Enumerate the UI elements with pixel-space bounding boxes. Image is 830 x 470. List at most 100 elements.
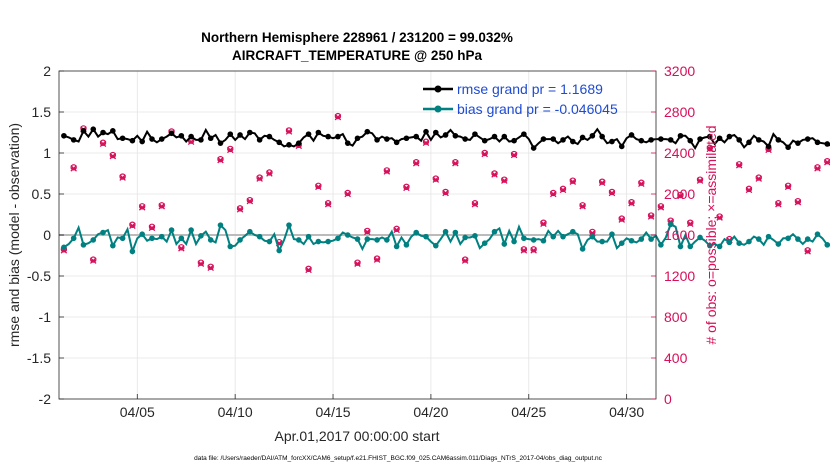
bias-point [521,235,527,242]
obs-possible-marker [109,151,117,159]
obs-possible-marker [432,175,439,182]
bias-point [785,235,791,242]
obs-possible-marker [256,174,263,181]
obs-possible-marker [804,247,811,254]
rmse-point [462,136,468,142]
rmse-point [570,138,576,145]
y-tick-label: -1 [39,309,52,325]
y2-tick-label: 2000 [664,186,695,202]
bias-point [129,248,136,255]
obs-assimilated-marker [412,159,420,167]
y2-tick-label: 2800 [664,104,695,120]
obs-possible-marker [217,155,224,163]
obs-assimilated-marker [354,260,361,267]
obs-assimilated-marker [677,192,684,200]
obs-assimilated-marker [501,177,508,184]
obs-assimilated-marker [266,170,273,177]
rmse-point [237,132,243,138]
obs-assimilated-marker [735,162,743,169]
bias-point [149,235,155,242]
bias-point [442,228,449,235]
rmse-point [432,129,439,136]
obs-assimilated-marker [148,224,156,232]
bias-point [452,229,459,236]
obs-assimilated-marker [207,264,214,272]
obs-possible-marker [461,256,469,263]
rmse-point [677,132,684,139]
obs-assimilated-marker [452,159,459,167]
bias-point [188,227,194,233]
rmse-point [305,131,312,137]
obs-possible-marker [540,219,547,226]
rmse-point [413,133,420,140]
obs-assimilated-marker [706,145,714,153]
rmse-point [785,144,791,151]
bias-point [335,235,341,242]
obs-possible-marker [246,196,254,204]
rmse-point [384,136,390,142]
legend-label-rmse: rmse grand pr = 1.1689 [457,81,603,97]
rmse-point [423,128,429,135]
obs-assimilated-marker [628,199,635,207]
rmse-point [452,132,459,139]
x-tick-label: 04/30 [609,404,644,420]
obs-assimilated-marker [569,178,577,185]
bias-point [413,229,420,236]
bias-point [158,233,165,240]
rmse-point [247,129,253,136]
rmse-point [707,133,713,140]
chart-subtitle: AIRCRAFT_TEMPERATURE @ 250 hPa [232,48,482,63]
bias-point [139,231,145,237]
bias-point [168,227,175,233]
bias-point [550,233,557,240]
obs-possible-marker [129,221,136,228]
rmse-point [804,136,811,142]
rmse-point [511,137,517,144]
bias-point [687,243,694,250]
rmse-point [119,135,126,142]
rmse-point [609,138,615,145]
obs-possible-marker [452,159,459,166]
bias-point [119,235,126,242]
obs-possible-marker [197,259,205,266]
obs-possible-marker [491,170,498,177]
obs-assimilated-marker [187,138,195,145]
obs-possible-marker [305,265,312,273]
footnote: data file: /Users/raeder/DAI/ATM_forcXX/… [194,455,603,462]
obs-possible-marker [99,139,107,146]
bias-point [560,233,566,240]
rmse-point [168,130,175,137]
y2-tick-label: 1200 [664,268,695,284]
obs-possible-marker [393,225,400,233]
obs-assimilated-marker [696,177,704,184]
rmse-point [687,137,694,144]
bias-point [364,236,371,242]
bias-point [423,233,429,240]
obs-possible-marker [559,185,567,193]
obs-possible-marker [148,223,156,230]
bias-point [178,235,185,242]
bias-point [795,236,801,242]
chart-title: Northern Hemisphere 228961 / 231200 = 99… [201,30,513,45]
rmse-line [63,127,830,151]
y-axis-label: rmse and bias (model - observation) [6,123,22,347]
rmse-point [472,131,478,137]
obs-assimilated-marker [217,156,224,164]
rmse-point [628,132,635,138]
obs-possible-marker [119,173,126,180]
y-tick-label: -1.5 [27,350,51,366]
bias-point [110,242,116,249]
rmse-point [178,132,185,139]
obs-possible-marker [442,188,449,196]
obs-assimilated-marker [481,150,488,158]
rmse-point [256,137,263,143]
y-tick-label: -0.5 [27,268,51,284]
obs-possible-marker [608,188,616,196]
rmse-point [266,133,273,140]
obs-possible-marker [227,145,234,153]
obs-possible-marker [647,212,655,219]
rmse-point [364,128,371,135]
obs-assimilated-marker [158,203,166,210]
bias-point [315,238,322,245]
rmse-point [589,132,596,139]
